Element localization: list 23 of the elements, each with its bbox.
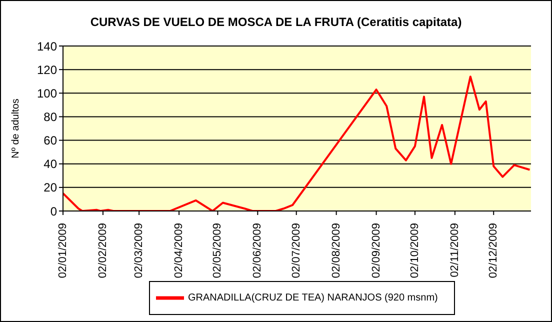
y-axis-title: Nº de adultos [10,98,22,158]
x-tick-label: 02/11/2009 [448,223,461,278]
y-tick-label: 120 [36,62,58,77]
x-tick-label: 02/08/2009 [330,223,342,278]
x-tick-label: 02/05/2009 [212,223,224,278]
y-tick-label: 140 [36,39,58,54]
y-tick-label: 80 [44,110,58,124]
x-tick-label: 02/02/2009 [96,223,109,278]
x-tick-label: 02/03/2009 [133,223,146,278]
x-tick-label: 02/12/2009 [488,223,500,278]
x-tick-label: 02/06/2009 [252,223,264,278]
y-tick-label: 20 [44,180,58,195]
y-tick-label: 60 [44,134,58,148]
y-tick-label: 40 [44,157,58,172]
y-tick-label: 100 [36,86,58,100]
x-tick-label: 02/01/2009 [57,223,69,278]
legend-label: GRANADILLA(CRUZ DE TEA) NARANJOS (920 msnm) [188,292,438,304]
x-tick-label: 02/09/2009 [370,223,382,278]
x-tick-label: 02/10/2009 [408,223,421,278]
x-tick-label: 02/07/2009 [290,223,302,278]
chart-title: CURVAS DE VUELO DE MOSCA DE LA FRUTA (Ceratitis capitata) [89,15,463,29]
x-tick-label: 02/04/2009 [173,223,186,278]
y-tick-label: 0 [50,204,58,218]
